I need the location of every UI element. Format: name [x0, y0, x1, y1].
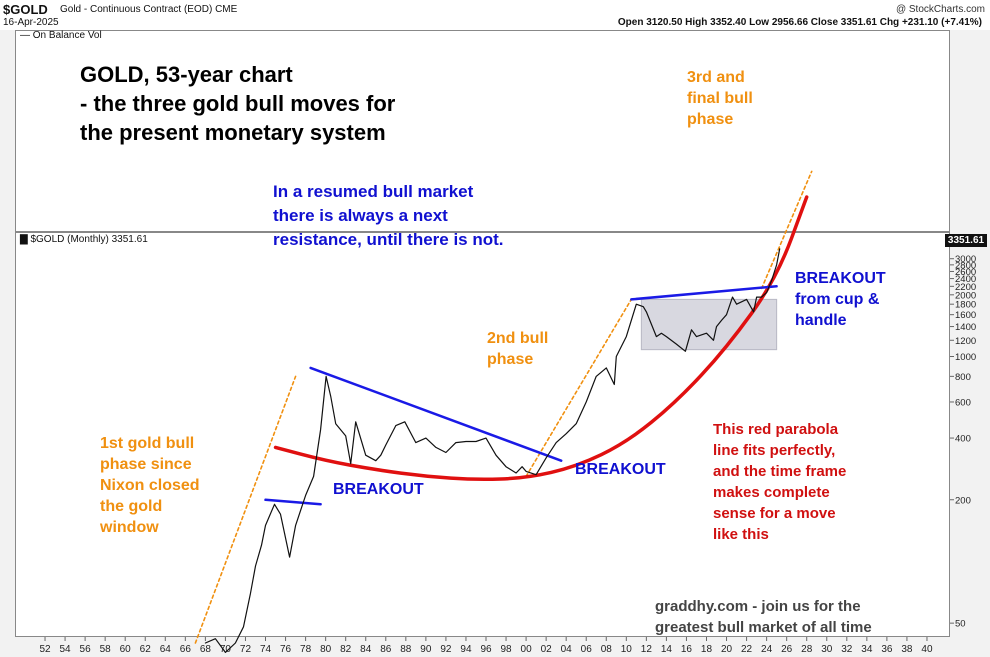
x-tick-label: 06 [581, 644, 593, 655]
obv-legend-text: On Balance Vol [32, 30, 102, 41]
trendline-line-2 [264, 498, 322, 506]
obv-legend: — On Balance Vol [20, 30, 102, 41]
x-tick-label: 08 [601, 644, 613, 655]
price-legend: ▇ $GOLD (Monthly) 3351.61 [20, 234, 148, 245]
parabola-note: This red parabola line fits perfectly, a… [713, 421, 847, 543]
x-tick-label: 28 [801, 644, 813, 655]
x-tick-label: 36 [881, 644, 893, 655]
credit-note: graddhy.com - join us for the greatest b… [655, 598, 872, 636]
x-tick-label: 60 [120, 644, 132, 655]
y-tick-label: 400 [955, 434, 971, 445]
y-tick-label: 50 [955, 619, 966, 630]
x-tick-label: 34 [861, 644, 873, 655]
x-tick-label: 10 [621, 644, 633, 655]
x-tick-label: 22 [741, 644, 753, 655]
date-label: 16-Apr-2025 [3, 17, 59, 28]
y-tick-label: 1800 [955, 300, 976, 311]
breakout-label-1: BREAKOUT [333, 481, 424, 498]
x-tick-label: 58 [100, 644, 112, 655]
y-tick-label: 2000 [955, 290, 976, 301]
y-tick-label: 3000 [955, 254, 976, 265]
chart-title: GOLD, 53-year chart - the three gold bul… [80, 62, 396, 145]
x-tick-label: 26 [781, 644, 793, 655]
phase_line-line-1 [194, 375, 297, 644]
x-tick-label: 94 [460, 644, 472, 655]
x-tick-label: 16 [681, 644, 693, 655]
x-tick-label: 84 [360, 644, 372, 655]
chart-header: $GOLD Gold - Continuous Contract (EOD) C… [0, 0, 990, 30]
x-tick-label: 82 [340, 644, 352, 655]
y-tick-label: 1000 [955, 352, 976, 363]
copyright-label: @ StockCharts.com [895, 4, 985, 15]
x-tick-label: 90 [420, 644, 432, 655]
x-tick-label: 80 [320, 644, 332, 655]
y-tick-label: 600 [955, 397, 971, 408]
x-tick-label: 88 [400, 644, 412, 655]
x-tick-label: 24 [761, 644, 773, 655]
x-tick-label: 72 [240, 644, 252, 655]
x-tick-label: 68 [200, 644, 212, 655]
y-tick-label: 1200 [955, 336, 976, 347]
x-tick-label: 32 [841, 644, 853, 655]
y-tick-label: 2200 [955, 282, 976, 293]
x-tick-label: 70 [220, 644, 232, 655]
price-legend-text: $GOLD (Monthly) 3351.61 [30, 234, 148, 245]
x-tick-label: 04 [561, 644, 573, 655]
ohlc-readout: Open 3120.50 High 3352.40 Low 2956.66 Cl… [617, 17, 982, 28]
exchange-text: CME [215, 4, 238, 15]
x-tick-label: 78 [300, 644, 312, 655]
first-phase-label: 1st gold bull phase since Nixon closed t… [100, 435, 200, 536]
x-tick-label: 76 [280, 644, 292, 655]
breakout-label-3: BREAKOUT from cup & handle [795, 270, 886, 329]
x-tick-label: 92 [440, 644, 452, 655]
last-price-tag: 3351.61 [945, 234, 987, 247]
y-tick-label: 200 [955, 495, 971, 506]
x-tick-label: 02 [541, 644, 553, 655]
resistance-note: In a resumed bull market there is always… [273, 182, 504, 249]
description-label: Gold - Continuous Contract (EOD) CME [60, 4, 237, 15]
x-tick-label: 38 [901, 644, 913, 655]
x-tick-label: 64 [160, 644, 172, 655]
trendline-line-1 [309, 366, 563, 462]
x-tick-label: 98 [500, 644, 512, 655]
y-tick-label: 2600 [955, 267, 976, 278]
trendline-line-3 [630, 285, 778, 301]
obv-panel [15, 30, 950, 232]
second-phase-label: 2nd bull phase [487, 330, 549, 368]
y-tick-label: 1400 [955, 322, 976, 333]
x-tick-label: 62 [140, 644, 152, 655]
y-tick-label: 2800 [955, 260, 976, 271]
x-tick-label: 52 [39, 644, 51, 655]
price-line-1 [204, 248, 781, 653]
x-tick-label: 40 [921, 644, 933, 655]
third-phase-label: 3rd and final bull phase [687, 69, 753, 128]
x-tick-label: 86 [380, 644, 392, 655]
y-tick-label: 2400 [955, 274, 976, 285]
x-tick-label: 56 [80, 644, 92, 655]
x-tick-label: 12 [641, 644, 653, 655]
x-tick-label: 00 [521, 644, 533, 655]
phase_line-line-3 [760, 170, 813, 290]
description-text: Gold - Continuous Contract (EOD) [60, 4, 213, 15]
x-tick-label: 18 [701, 644, 713, 655]
x-tick-label: 20 [721, 644, 733, 655]
x-tick-label: 54 [60, 644, 72, 655]
phase_line-line-2 [525, 298, 633, 478]
x-tick-label: 74 [260, 644, 272, 655]
symbol-label: $GOLD [3, 2, 48, 17]
y-tick-label: 800 [955, 372, 971, 383]
x-tick-label: 14 [661, 644, 673, 655]
y-tick-label: 1600 [955, 310, 976, 321]
x-tick-label: 96 [480, 644, 492, 655]
breakout-label-2: BREAKOUT [575, 461, 666, 478]
x-tick-label: 66 [180, 644, 192, 655]
x-tick-label: 30 [821, 644, 833, 655]
price-panel [15, 232, 950, 637]
